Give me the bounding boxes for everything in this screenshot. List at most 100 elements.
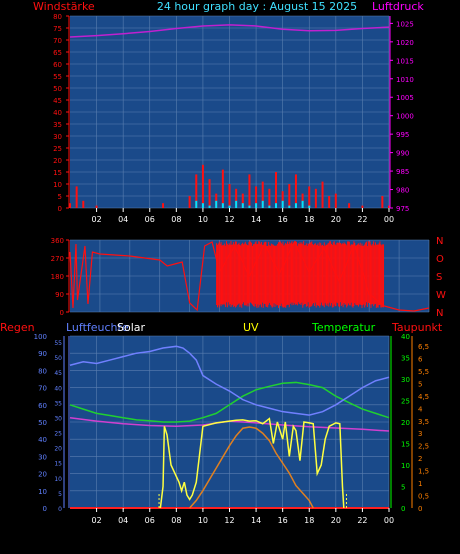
tick-label: 2,5 bbox=[418, 443, 429, 451]
tick-label: 22 bbox=[357, 516, 367, 525]
wind-direction-degree-axis: 0 90 180 270 360 bbox=[51, 237, 70, 317]
tick-label: 06 bbox=[145, 516, 155, 525]
tick-label: 2 bbox=[418, 455, 422, 463]
compass-label: N bbox=[436, 308, 443, 319]
solar-line bbox=[159, 417, 345, 509]
tick-label: 35 bbox=[54, 400, 62, 407]
uv-axis: 0 0,5 1 1,5 2 2,5 3 3,5 4 4,5 5 5,5 6 6,5 bbox=[411, 336, 429, 513]
tick-label: 35 bbox=[401, 355, 410, 363]
tick-label: 60 bbox=[38, 402, 47, 410]
tick-label: 80 bbox=[38, 367, 47, 375]
tick-label: 40 bbox=[401, 333, 410, 341]
wind-speed-axis: 0 5 10 15 20 25 30 35 40 45 50 55 60 65 70 75 80 bbox=[53, 13, 70, 213]
tick-label: 18 bbox=[304, 516, 314, 525]
compass-label: O bbox=[436, 254, 444, 265]
tick-label: 02 bbox=[91, 516, 101, 525]
tick-label: 15 bbox=[401, 441, 410, 449]
compass-label: W bbox=[436, 290, 446, 301]
tick-label: 4,5 bbox=[418, 393, 429, 401]
tick-label: 0 bbox=[60, 309, 64, 317]
tick-label: 35 bbox=[53, 121, 62, 129]
tick-label: 995 bbox=[396, 131, 409, 139]
tick-label: 55 bbox=[54, 340, 62, 347]
wind-pressure-series bbox=[69, 24, 390, 208]
tick-label: 180 bbox=[51, 273, 64, 281]
tick-label: 30 bbox=[401, 376, 410, 384]
tick-label: 3,5 bbox=[418, 418, 429, 426]
temperature-axis: 0 5 10 15 20 25 30 35 40 bbox=[390, 333, 410, 513]
tick-label: 20 bbox=[331, 516, 341, 525]
tick-label: 0,5 bbox=[418, 493, 429, 501]
compass-label: N bbox=[436, 236, 443, 247]
tick-label: 65 bbox=[53, 49, 62, 57]
uv-label: UV bbox=[243, 321, 259, 334]
tick-label: 5 bbox=[401, 484, 405, 492]
tick-label: 0 bbox=[58, 506, 62, 513]
tick-label: 990 bbox=[396, 150, 409, 158]
tick-label: 20 bbox=[38, 471, 47, 479]
tick-label: 00 bbox=[384, 215, 394, 224]
tick-label: 50 bbox=[54, 355, 62, 362]
tick-label: 0 bbox=[58, 205, 62, 213]
pressure-axis-title: Luftdruck bbox=[372, 0, 424, 13]
tick-label: 55 bbox=[53, 73, 62, 81]
tick-label: 5 bbox=[418, 380, 422, 388]
tick-label: 02 bbox=[91, 215, 101, 224]
solar-label: Solar bbox=[117, 321, 146, 334]
pressure-axis: 975 980 985 990 995 1000 1005 1010 1015 1020 1025 bbox=[389, 16, 414, 213]
tick-label: 6,5 bbox=[418, 343, 429, 351]
tick-label: 90 bbox=[38, 350, 47, 358]
tick-label: 15 bbox=[54, 461, 62, 468]
tick-label: 40 bbox=[53, 109, 62, 117]
tick-label: 30 bbox=[38, 453, 47, 461]
weather-x-axis: 02 04 06 08 10 12 14 16 18 20 22 00 bbox=[91, 508, 394, 525]
temperature-line bbox=[69, 381, 390, 423]
tick-label: 30 bbox=[54, 415, 62, 422]
tick-label: 1 bbox=[418, 480, 422, 488]
tick-label: 16 bbox=[278, 215, 288, 224]
tick-label: 70 bbox=[38, 385, 47, 393]
tick-label: 270 bbox=[51, 255, 64, 263]
tick-label: 40 bbox=[54, 385, 62, 392]
tick-label: 1,5 bbox=[418, 468, 429, 476]
tick-label: 1020 bbox=[396, 39, 414, 47]
tick-label: 45 bbox=[53, 97, 62, 105]
tick-label: 1015 bbox=[396, 57, 414, 65]
tick-label: 3 bbox=[418, 430, 422, 438]
tick-label: 40 bbox=[38, 436, 47, 444]
tick-label: 10 bbox=[53, 181, 62, 189]
tick-label: 10 bbox=[38, 488, 47, 496]
tick-label: 10 bbox=[198, 215, 208, 224]
rain-axis: 0 5 10 15 20 25 30 35 40 45 50 55 bbox=[54, 336, 70, 513]
tick-label: 18 bbox=[304, 215, 314, 224]
tick-label: 5 bbox=[58, 491, 62, 498]
tick-label: 10 bbox=[54, 476, 62, 483]
tick-label: 975 bbox=[396, 205, 409, 213]
tick-label: 5 bbox=[58, 193, 62, 201]
rain-label: Regen bbox=[0, 321, 35, 334]
uv-line bbox=[189, 426, 314, 509]
tick-label: 10 bbox=[198, 516, 208, 525]
tick-label: 0 bbox=[43, 505, 47, 513]
tick-label: 00 bbox=[384, 516, 394, 525]
tick-label: 70 bbox=[53, 37, 62, 45]
tick-label: 20 bbox=[401, 419, 410, 427]
tick-label: 980 bbox=[396, 187, 409, 195]
tick-label: 1010 bbox=[396, 76, 414, 84]
tick-label: 25 bbox=[53, 145, 62, 153]
tick-label: 22 bbox=[357, 215, 367, 224]
tick-label: 20 bbox=[54, 446, 62, 453]
graph-title: 24 hour graph day : August 15 2025 bbox=[157, 0, 357, 13]
pressure-line bbox=[69, 24, 390, 38]
tick-label: 1025 bbox=[396, 20, 414, 28]
tick-label: 25 bbox=[54, 431, 62, 438]
tick-label: 90 bbox=[55, 291, 64, 299]
tick-label: 10 bbox=[401, 462, 410, 470]
tick-label: 14 bbox=[251, 516, 261, 525]
